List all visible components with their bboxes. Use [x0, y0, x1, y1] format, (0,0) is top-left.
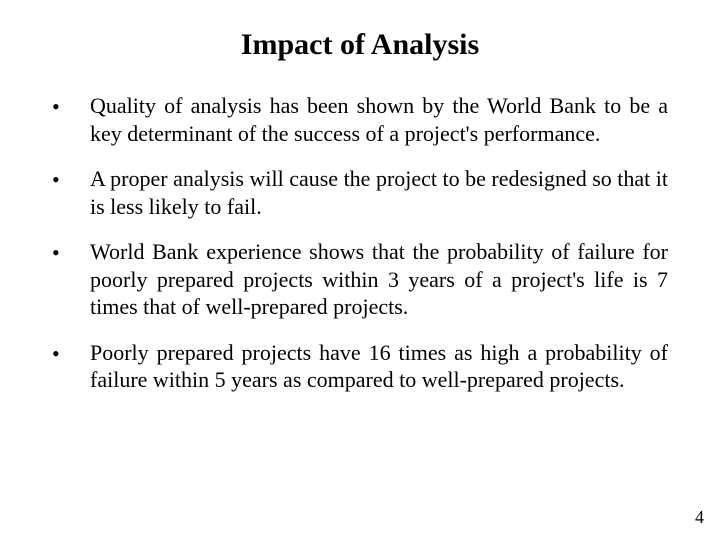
slide-title: Impact of Analysis — [52, 28, 668, 62]
bullet-icon: • — [52, 165, 90, 194]
bullet-icon: • — [52, 238, 90, 267]
list-item: • Quality of analysis has been shown by … — [52, 92, 668, 147]
list-item: • World Bank experience shows that the p… — [52, 238, 668, 321]
list-item: • Poorly prepared projects have 16 times… — [52, 339, 668, 394]
bullet-icon: • — [52, 339, 90, 368]
bullet-text: Quality of analysis has been shown by th… — [90, 92, 668, 147]
bullet-text: A proper analysis will cause the project… — [90, 165, 668, 220]
bullet-icon: • — [52, 92, 90, 121]
page-number: 4 — [695, 507, 704, 528]
bullet-list: • Quality of analysis has been shown by … — [52, 92, 668, 394]
slide: Impact of Analysis • Quality of analysis… — [0, 0, 720, 540]
bullet-text: Poorly prepared projects have 16 times a… — [90, 339, 668, 394]
list-item: • A proper analysis will cause the proje… — [52, 165, 668, 220]
bullet-text: World Bank experience shows that the pro… — [90, 238, 668, 321]
